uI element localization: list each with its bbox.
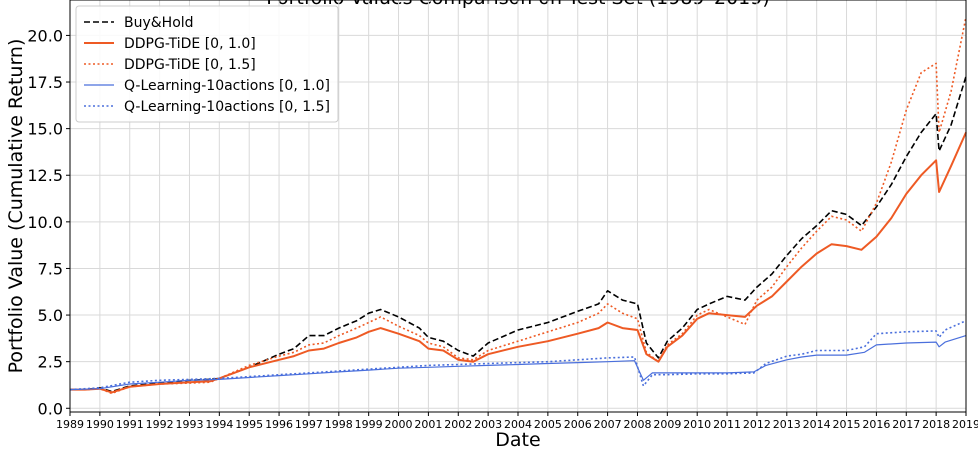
series-lines [69,16,967,395]
y-tick-label: 0.0 [38,399,63,418]
x-tick-label: 1993 [175,418,203,431]
y-tick-label: 2.5 [38,353,63,372]
x-tick-label: 2018 [922,418,950,431]
x-tick-label: 2007 [594,418,622,431]
y-tick-label: 17.5 [27,73,63,92]
x-tick-label: 2013 [773,418,801,431]
x-tick-label: 2002 [444,418,472,431]
x-axis-label: Date [495,429,540,450]
legend-label: DDPG-TiDE [0, 1.5] [124,57,256,73]
series-line-4 [69,319,967,391]
series-line-3 [69,335,967,391]
x-tick-label: 2005 [534,418,562,431]
x-tick-label: 1997 [295,418,323,431]
legend-label: Q-Learning-10actions [0, 1.5] [124,99,330,115]
x-tick-label: 2019 [952,418,978,431]
grid-lines [69,0,967,412]
y-tick-label: 15.0 [27,120,63,139]
series-line-1 [70,131,967,394]
x-tick-label: 1990 [86,418,114,431]
x-tick-label: 2000 [385,418,413,431]
x-tick-label: 1989 [56,418,84,431]
x-tick-label: 2014 [803,418,831,431]
legend-label: DDPG-TiDE [0, 1.0] [124,36,256,52]
series-line-0 [70,76,967,393]
y-tick-label: 5.0 [38,306,63,325]
x-tick-label: 2016 [862,418,890,431]
x-tick-label: 2001 [414,418,442,431]
legend-label: Q-Learning-10actions [0, 1.0] [124,78,330,94]
x-tick-label: 1994 [205,418,233,431]
x-tick-label: 1992 [146,418,174,431]
x-tick-label: 2017 [892,418,920,431]
y-tick-label: 20.0 [27,26,63,45]
x-tick-label: 2015 [833,418,861,431]
x-axis-ticks: 1989 1990 1991 1992 1993 1994 1995 1996 1997 1998… [56,412,978,431]
x-tick-label: 2010 [683,418,711,431]
x-tick-label: 1995 [235,418,263,431]
x-tick-label: 2004 [504,418,532,431]
x-tick-label: 1998 [325,418,353,431]
x-tick-label: 1991 [116,418,144,431]
x-tick-label: 1999 [355,418,383,431]
x-tick-label: 1996 [265,418,293,431]
x-tick-label: 2003 [474,418,502,431]
y-tick-label: 10.0 [27,213,63,232]
x-tick-label: 2008 [623,418,651,431]
x-tick-label: 2006 [564,418,592,431]
x-tick-label: 2009 [653,418,681,431]
x-tick-label: 2011 [713,418,741,431]
legend-box [75,5,339,123]
series-line-2 [70,16,967,395]
legend: Buy&Hold DDPG-TiDE [0, 1.0] DDPG-TiDE [0, … [75,5,339,123]
legend-label: Buy&Hold [124,15,194,31]
x-tick-label: 2012 [743,418,771,431]
y-tick-label: 7.5 [38,259,63,278]
y-tick-label: 12.5 [27,166,63,185]
y-axis-ticks: 0.0 2.5 5.0 7.5 10.0 12.5 15.0 17.5 20.0 [27,26,70,418]
y-axis-label: Portfolio Value (Cumulative Return) [5,39,27,374]
